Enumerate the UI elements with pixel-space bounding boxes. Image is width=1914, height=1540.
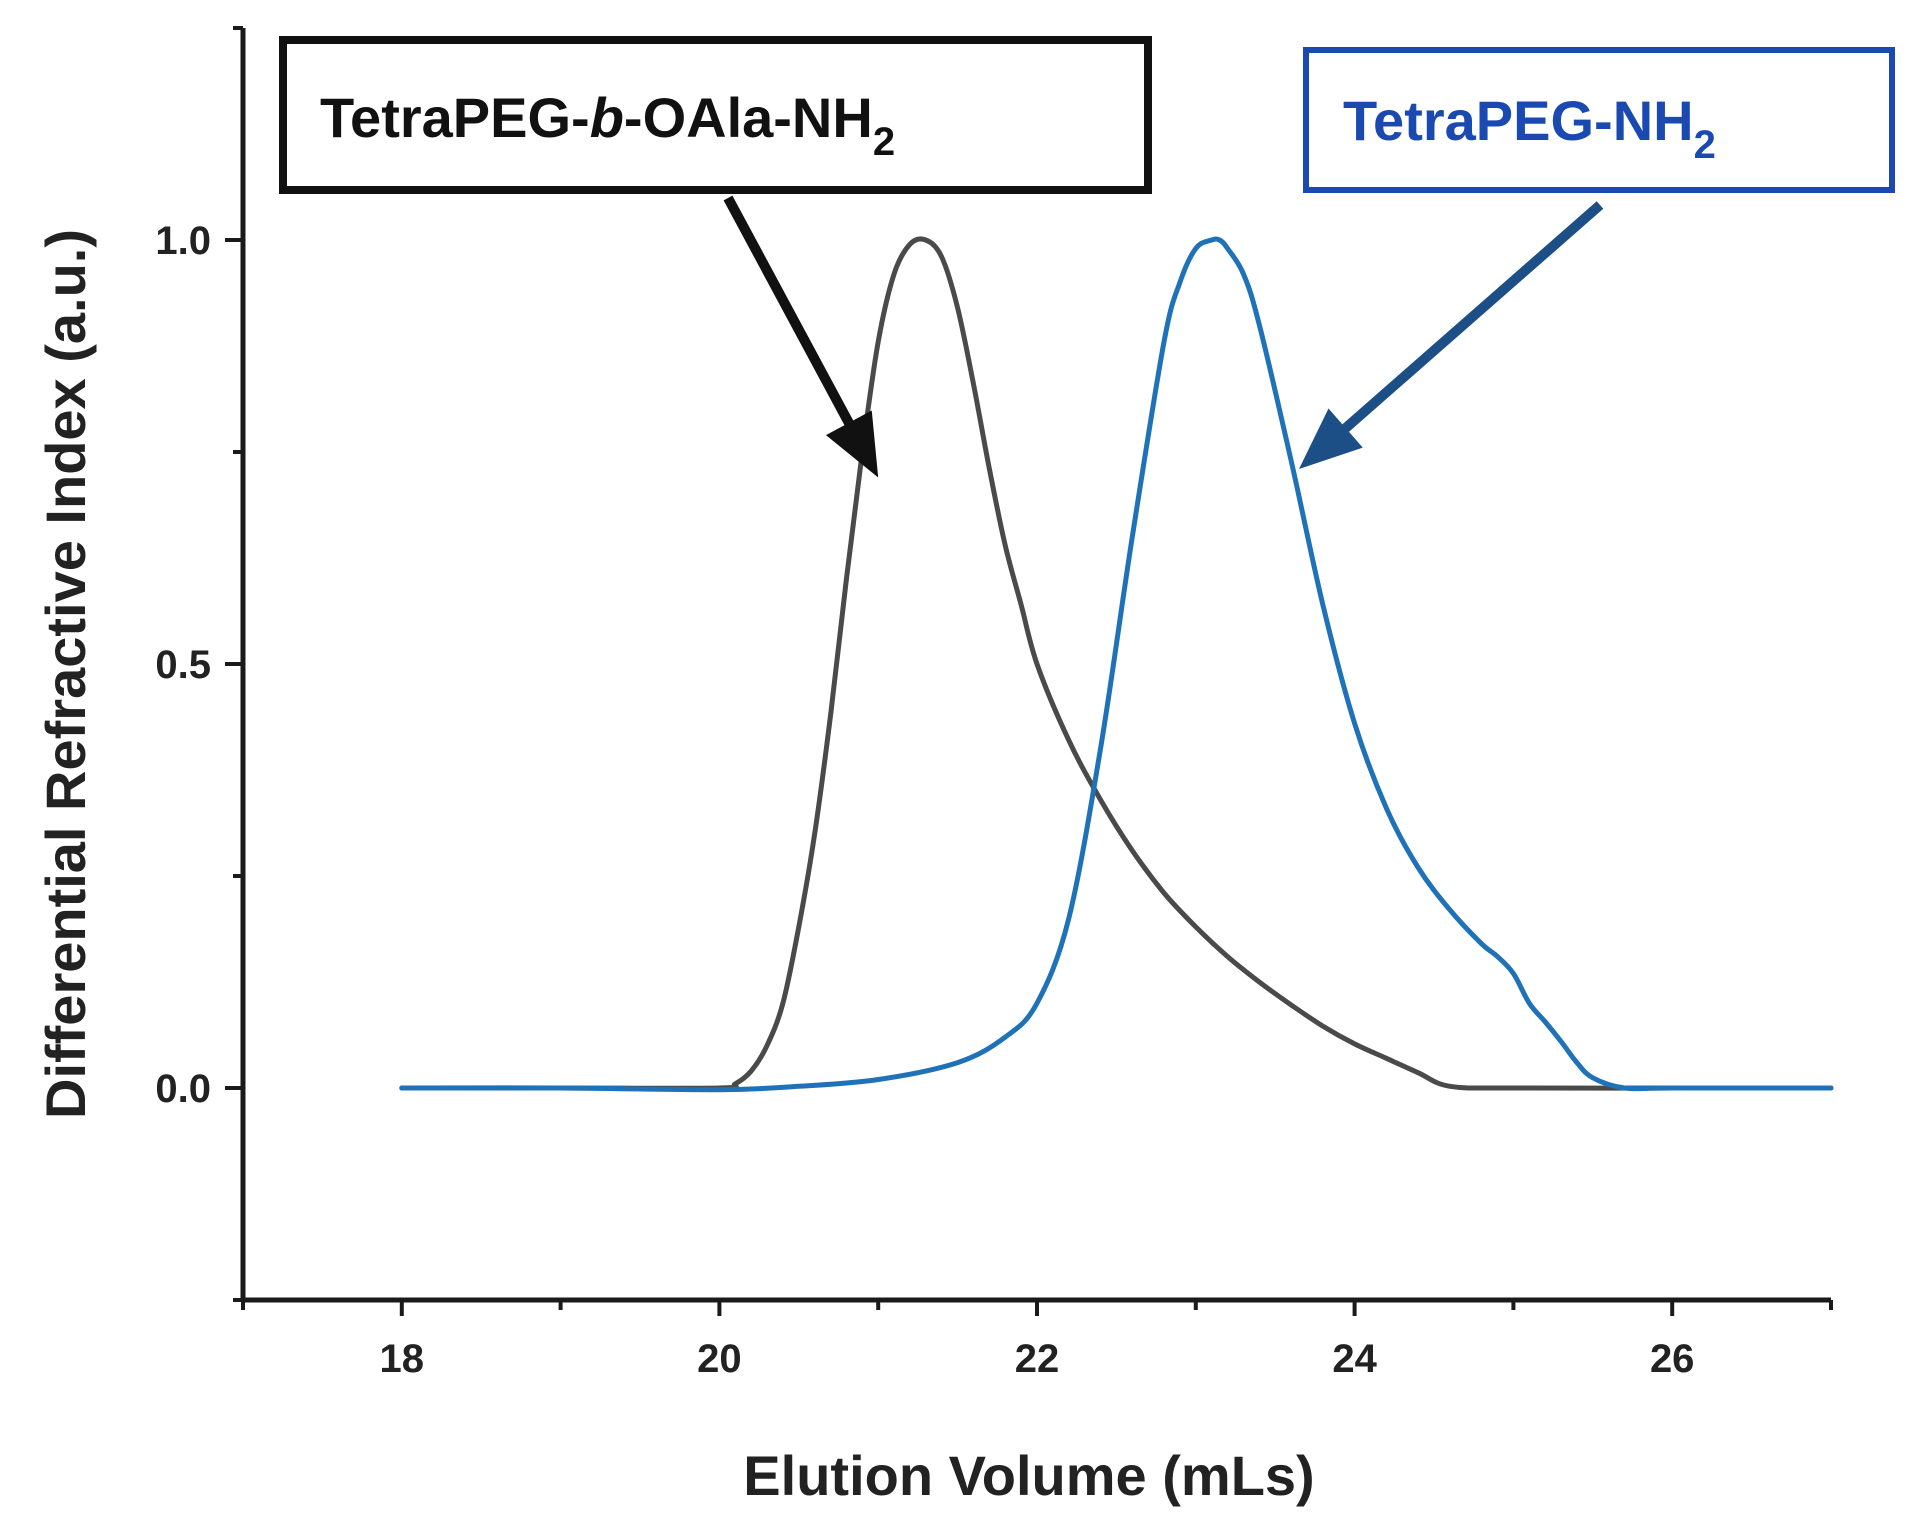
callout-arrow-head — [1299, 408, 1363, 469]
y-tick-label: 1.0 — [155, 219, 211, 263]
callout-arrow-shaft — [723, 195, 856, 429]
series-line-tetrapeg-nh2 — [399, 236, 1834, 1093]
y-tick-label: 0.5 — [155, 643, 211, 687]
x-tick-label: 24 — [1332, 1337, 1377, 1381]
x-tick-label: 18 — [380, 1337, 425, 1381]
x-tick-label: 26 — [1650, 1337, 1695, 1381]
callout-label: TetraPEG-b-OAla-NH2 — [320, 86, 895, 164]
y-tick-label: 0.0 — [155, 1067, 211, 1111]
callout-label: TetraPEG-NH2 — [1343, 89, 1716, 167]
y-axis-title: Differential Refractive Index (a.u.) — [34, 229, 97, 1119]
series-layer — [399, 236, 1834, 1093]
callout-label-part: 2 — [873, 120, 895, 164]
x-tick-label: 20 — [697, 1337, 742, 1381]
callout-box — [279, 36, 1152, 194]
x-axis-title: Elution Volume (mLs) — [743, 1444, 1314, 1507]
callout-label-part: b — [590, 86, 624, 149]
callout-tetrapeg-nh2: TetraPEG-NH2 — [1299, 47, 1895, 469]
series-line-tetrapeg-b-oala-nh2 — [399, 236, 1834, 1091]
callout-arrow-head — [825, 410, 879, 478]
ticks-layer: 18 20 22 24 260.00.51.0 — [155, 26, 1833, 1381]
callout-label-part: TetraPEG- — [320, 86, 590, 149]
annotations-layer: TetraPEG-b-OAla-NH2 TetraPEG-NH2 — [279, 36, 1895, 478]
callout-label-part: -OAla-NH — [624, 86, 873, 149]
callout-label-part: 2 — [1694, 123, 1716, 167]
callout-box — [1303, 47, 1895, 193]
x-tick-label: 22 — [1015, 1337, 1060, 1381]
callout-label-part: TetraPEG-NH — [1343, 89, 1694, 152]
callout-tetrapeg-b-oala-nh2: TetraPEG-b-OAla-NH2 — [279, 36, 1152, 478]
callout-arrow-shaft — [1339, 201, 1604, 435]
